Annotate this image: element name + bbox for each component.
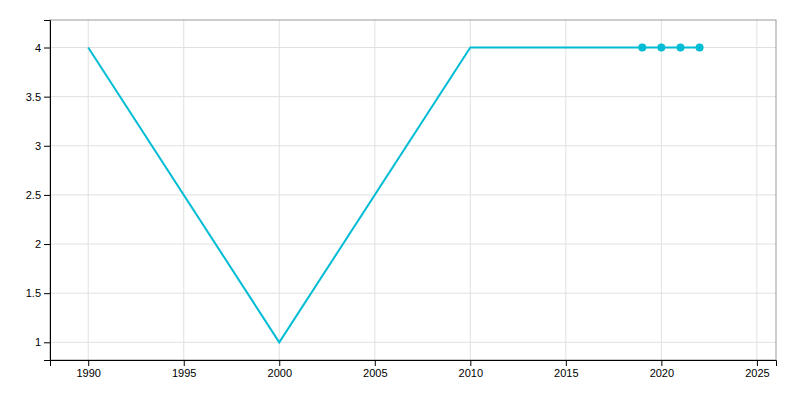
- x-tick-mark: [279, 360, 280, 366]
- y-tick: 2.5: [26, 189, 50, 201]
- x-tick-label: 2000: [268, 367, 292, 379]
- plot-frame: [50, 20, 776, 360]
- y-grid-line: [50, 96, 776, 97]
- y-tick: 1.5: [26, 287, 50, 299]
- data-line: [88, 48, 699, 343]
- y-grid-line: [50, 244, 776, 245]
- y-grid-line: [50, 342, 776, 343]
- y-tick-mark: [44, 48, 50, 49]
- x-tick-mark: [470, 360, 471, 366]
- y-tick: 3.5: [26, 91, 50, 103]
- x-tick-mark: [184, 360, 185, 366]
- y-tick-label: 2: [35, 238, 41, 250]
- x-tick: 1990: [76, 360, 100, 379]
- y-tick-mark: [44, 97, 50, 98]
- y-tick-mark: [44, 195, 50, 196]
- marks: [88, 44, 703, 343]
- data-point: [676, 44, 684, 52]
- x-tick-label: 2005: [363, 367, 387, 379]
- y-grid-line: [50, 293, 776, 294]
- y-grid-line: [50, 145, 776, 146]
- x-tick-mark: [88, 360, 89, 366]
- y-tick-label: 1: [35, 336, 41, 348]
- data-point: [657, 44, 665, 52]
- x-tick: 2015: [554, 360, 578, 379]
- y-tick: 1: [35, 336, 50, 348]
- chart-svg: 1990 1995 2000 2005 2010 2015 2020 2025 1 1.5 2 2.5…: [0, 0, 800, 400]
- x-tick: 2005: [363, 360, 387, 379]
- x-tick-mark: [661, 360, 662, 366]
- x-grid-line: [183, 20, 184, 360]
- x-tick-label: 2025: [745, 367, 769, 379]
- plot-area: 1990 1995 2000 2005 2010 2015 2020 2025 1 1.5 2 2.5…: [26, 20, 777, 379]
- x-tick-label: 1990: [76, 367, 100, 379]
- data-point: [696, 44, 704, 52]
- x-tick-mark: [375, 360, 376, 366]
- x-tick: 2000: [268, 360, 292, 379]
- y-axis: 1 1.5 2 2.5 3 3.5 4: [26, 21, 51, 361]
- x-tick-mark: [757, 360, 758, 366]
- y-tick-label: 3: [35, 140, 41, 152]
- y-tick-label: 4: [35, 42, 41, 54]
- y-tick-mark: [44, 244, 50, 245]
- x-axis: 1990 1995 2000 2005 2010 2015 2020 2025: [51, 360, 777, 379]
- y-tick-label: 1.5: [26, 287, 41, 299]
- y-tick: 3: [35, 140, 50, 152]
- x-tick: 1995: [172, 360, 196, 379]
- y-tick-label: 3.5: [26, 91, 41, 103]
- x-tick-mark: [566, 360, 567, 366]
- y-tick-label: 2.5: [26, 189, 41, 201]
- x-grid-line: [661, 20, 662, 360]
- x-tick: 2025: [745, 360, 769, 379]
- x-tick-label: 2020: [650, 367, 674, 379]
- x-tick-label: 2015: [554, 367, 578, 379]
- x-grid-line: [374, 20, 375, 360]
- y-axis-line: [44, 21, 51, 361]
- x-grid-line: [88, 20, 89, 360]
- y-grid-line: [50, 194, 776, 195]
- y-tick: 4: [35, 42, 50, 54]
- x-grid-line: [470, 20, 471, 360]
- y-tick-mark: [44, 146, 50, 147]
- chart-container: 1990 1995 2000 2005 2010 2015 2020 2025 1 1.5 2 2.5…: [0, 0, 800, 400]
- x-grid-line: [565, 20, 566, 360]
- x-axis-line: [51, 361, 777, 367]
- y-tick-mark: [44, 342, 50, 343]
- data-point: [638, 44, 646, 52]
- y-tick: 2: [35, 238, 50, 250]
- x-tick: 2010: [459, 360, 483, 379]
- x-grid-line: [756, 20, 757, 360]
- x-tick: 2020: [650, 360, 674, 379]
- grid: [50, 20, 776, 360]
- x-tick-label: 2010: [459, 367, 483, 379]
- x-grid-line: [279, 20, 280, 360]
- x-tick-label: 1995: [172, 367, 196, 379]
- y-tick-mark: [44, 293, 50, 294]
